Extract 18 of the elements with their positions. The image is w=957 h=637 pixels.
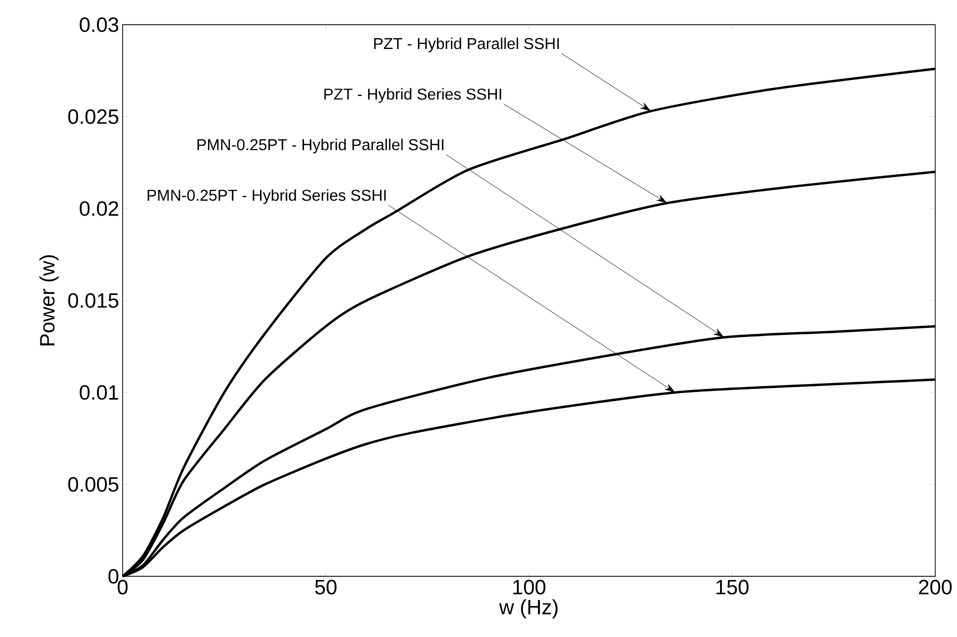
y-axis-title: Power (w)	[39, 255, 59, 346]
x-tick-label: 150	[716, 580, 749, 595]
y-tick-label: 0.005	[68, 477, 118, 492]
y-tick-label: 0	[108, 569, 118, 584]
y-tick-label: 0.015	[68, 293, 118, 308]
annotation: PMN-0.25PT - Hybrid Parallel SSHI	[197, 138, 444, 154]
x-tick-label: 100	[513, 580, 546, 595]
y-tick-label: 0.025	[68, 110, 118, 124]
x-tick-label: 50	[315, 580, 336, 595]
annotation: PZT - Hybrid Parallel SSHI	[374, 38, 559, 52]
y-tick-label: 0.02	[80, 201, 118, 216]
x-tick-label: 0	[118, 580, 128, 595]
x-tick-label: 200	[919, 580, 952, 595]
y-tick-label: 0.03	[80, 18, 118, 32]
annotation: PMN-0.25PT - Hybrid Series SSHI	[148, 189, 386, 204]
annotation: PZT - Hybrid Series SSHI	[324, 88, 502, 104]
x-axis-title: w (Hz)	[499, 599, 558, 619]
y-tick-label: 0.01	[80, 385, 118, 400]
